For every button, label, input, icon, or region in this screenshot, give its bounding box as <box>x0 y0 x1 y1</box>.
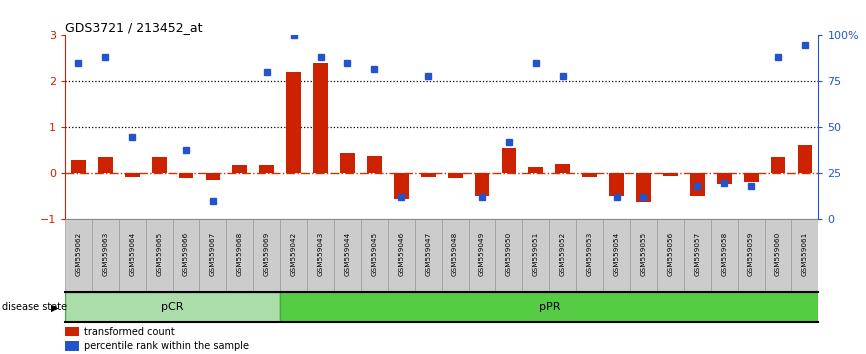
Text: ▶: ▶ <box>51 302 59 312</box>
Text: GSM559050: GSM559050 <box>506 232 512 276</box>
Bar <box>448 173 462 178</box>
Text: GSM559044: GSM559044 <box>345 232 351 276</box>
Bar <box>415 219 442 292</box>
Bar <box>663 173 678 176</box>
Bar <box>609 173 624 195</box>
Text: pCR: pCR <box>161 302 184 312</box>
Bar <box>765 219 792 292</box>
Bar <box>469 219 495 292</box>
Text: GSM559046: GSM559046 <box>398 232 404 276</box>
Text: GSM559064: GSM559064 <box>129 232 135 276</box>
Bar <box>388 219 415 292</box>
Bar <box>792 219 818 292</box>
Bar <box>92 219 119 292</box>
Text: percentile rank within the sample: percentile rank within the sample <box>84 341 249 351</box>
Bar <box>253 219 281 292</box>
Bar <box>361 219 388 292</box>
Bar <box>690 173 705 196</box>
Bar <box>119 219 145 292</box>
Bar <box>475 173 489 196</box>
Bar <box>313 63 328 173</box>
Bar <box>501 148 516 173</box>
Text: GSM559053: GSM559053 <box>586 232 592 276</box>
Bar <box>636 173 651 202</box>
Bar <box>98 157 113 173</box>
Bar <box>65 341 79 351</box>
Bar <box>65 327 79 336</box>
Bar <box>442 219 469 292</box>
Bar <box>232 165 248 173</box>
Text: GSM559067: GSM559067 <box>210 232 216 276</box>
Bar <box>738 219 765 292</box>
Text: GSM559061: GSM559061 <box>802 232 808 276</box>
Bar <box>65 219 92 292</box>
Bar <box>549 219 576 292</box>
Text: GSM559062: GSM559062 <box>75 232 81 276</box>
Bar <box>684 219 711 292</box>
Bar <box>711 219 738 292</box>
Bar <box>744 173 759 182</box>
Bar <box>65 292 281 322</box>
Bar <box>717 173 732 184</box>
Bar <box>528 166 543 173</box>
Text: GSM559069: GSM559069 <box>264 232 269 276</box>
Bar <box>145 219 172 292</box>
Text: GSM559042: GSM559042 <box>291 232 297 276</box>
Text: GSM559058: GSM559058 <box>721 232 727 276</box>
Bar <box>582 173 597 177</box>
Text: transformed count: transformed count <box>84 327 175 337</box>
Bar <box>152 157 166 173</box>
Bar <box>178 173 193 178</box>
Bar <box>281 219 307 292</box>
Text: GSM559068: GSM559068 <box>237 232 242 276</box>
Bar <box>199 219 226 292</box>
Bar <box>205 173 220 180</box>
Text: GSM559057: GSM559057 <box>695 232 701 276</box>
Text: GSM559066: GSM559066 <box>183 232 189 276</box>
Bar <box>657 219 684 292</box>
Bar <box>259 165 275 173</box>
Text: GSM559063: GSM559063 <box>102 232 108 276</box>
Text: GSM559045: GSM559045 <box>372 232 378 276</box>
Text: GSM559051: GSM559051 <box>533 232 539 276</box>
Bar <box>576 219 603 292</box>
Text: GSM559048: GSM559048 <box>452 232 458 276</box>
Bar <box>125 173 139 177</box>
Bar <box>172 219 199 292</box>
Text: GSM559047: GSM559047 <box>425 232 431 276</box>
Bar <box>798 145 812 173</box>
Text: GSM559060: GSM559060 <box>775 232 781 276</box>
Bar <box>421 173 436 177</box>
Bar <box>522 219 549 292</box>
Text: GSM559055: GSM559055 <box>641 232 646 276</box>
Bar <box>394 173 409 199</box>
Bar <box>603 219 630 292</box>
Bar <box>771 157 785 173</box>
Bar <box>287 72 301 173</box>
Text: GSM559052: GSM559052 <box>559 232 565 276</box>
Bar <box>630 219 657 292</box>
Bar <box>334 219 361 292</box>
Text: GSM559065: GSM559065 <box>156 232 162 276</box>
Bar <box>281 292 818 322</box>
Text: GSM559054: GSM559054 <box>614 232 619 276</box>
Bar <box>495 219 522 292</box>
Text: GSM559056: GSM559056 <box>668 232 674 276</box>
Bar <box>226 219 253 292</box>
Text: GSM559043: GSM559043 <box>318 232 324 276</box>
Bar <box>340 153 355 173</box>
Bar <box>555 164 570 173</box>
Bar <box>307 219 334 292</box>
Text: GDS3721 / 213452_at: GDS3721 / 213452_at <box>65 21 203 34</box>
Text: GSM559049: GSM559049 <box>479 232 485 276</box>
Bar <box>71 160 86 173</box>
Text: disease state: disease state <box>2 302 67 312</box>
Text: GSM559059: GSM559059 <box>748 232 754 276</box>
Bar <box>367 156 382 173</box>
Text: pPR: pPR <box>539 302 560 312</box>
